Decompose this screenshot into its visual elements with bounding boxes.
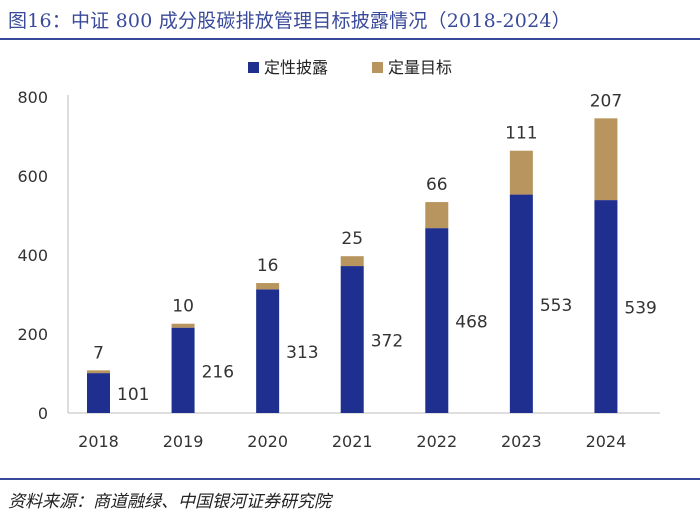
- bar-qualitative-2019: [171, 327, 195, 413]
- bars: [87, 118, 618, 413]
- label-quantitative-2023: 111: [505, 124, 537, 144]
- x-tick-label: 2023: [501, 432, 542, 451]
- label-qualitative-2023: 553: [540, 296, 572, 316]
- axes: 0 200 400 600 800 2018 2019 2020 2021 2022 2023 202…: [17, 88, 660, 451]
- label-qualitative-2018: 101: [117, 385, 149, 405]
- x-tick-label: 2022: [416, 432, 457, 451]
- value-labels: 101 7 216 10 313 16 372 25 468 66 553 111 539 207: [93, 91, 657, 405]
- legend-label-quantitative: 定量目标: [388, 58, 452, 77]
- bar-quantitative-2021: [340, 256, 364, 267]
- y-tick-label: 600: [17, 167, 48, 186]
- bar-qualitative-2023: [509, 194, 533, 413]
- bar-quantitative-2023: [509, 150, 533, 195]
- label-quantitative-2024: 207: [590, 91, 622, 111]
- bar-quantitative-2019: [171, 323, 195, 328]
- label-quantitative-2018: 7: [93, 343, 104, 363]
- bar-qualitative-2022: [425, 228, 449, 413]
- label-qualitative-2024: 539: [624, 299, 656, 319]
- label-qualitative-2021: 372: [371, 332, 403, 352]
- bar-quantitative-2022: [425, 202, 449, 229]
- bar-quantitative-2018: [87, 370, 110, 374]
- x-tick-label: 2021: [332, 432, 373, 451]
- bar-quantitative-2024: [594, 118, 618, 201]
- label-qualitative-2019: 216: [202, 362, 234, 382]
- bar-qualitative-2020: [256, 289, 280, 413]
- label-quantitative-2019: 10: [172, 297, 194, 317]
- stacked-bar-chart: 定性披露 定量目标 0 200 400 600 800 2018 2019 2020 2021 20…: [17, 58, 660, 451]
- legend: 定性披露 定量目标: [248, 58, 452, 77]
- x-tick-label: 2018: [78, 432, 119, 451]
- bar-qualitative-2021: [340, 266, 364, 413]
- source-note: 资料来源：商道融绿、中国银河证券研究院: [8, 492, 331, 512]
- label-qualitative-2020: 313: [286, 343, 318, 363]
- y-tick-label: 0: [38, 404, 48, 423]
- label-qualitative-2022: 468: [455, 313, 487, 333]
- bar-quantitative-2020: [256, 283, 280, 290]
- x-tick-label: 2020: [247, 432, 288, 451]
- label-quantitative-2022: 66: [426, 175, 448, 195]
- label-quantitative-2021: 25: [341, 229, 363, 249]
- x-tick-label: 2019: [163, 432, 204, 451]
- legend-swatch-qualitative: [248, 62, 259, 73]
- y-tick-label: 800: [17, 88, 48, 107]
- source-rule: [0, 478, 700, 480]
- y-tick-label: 200: [17, 325, 48, 344]
- y-tick-label: 400: [17, 246, 48, 265]
- figure-title: 图16：中证 800 成分股碳排放管理目标披露情况（2018-2024）: [8, 10, 571, 32]
- legend-label-qualitative: 定性披露: [264, 58, 328, 77]
- bar-qualitative-2018: [87, 373, 110, 413]
- bar-qualitative-2024: [594, 200, 618, 413]
- title-rule: [0, 38, 700, 40]
- label-quantitative-2020: 16: [257, 256, 279, 276]
- legend-swatch-quantitative: [372, 62, 383, 73]
- x-tick-label: 2024: [586, 432, 627, 451]
